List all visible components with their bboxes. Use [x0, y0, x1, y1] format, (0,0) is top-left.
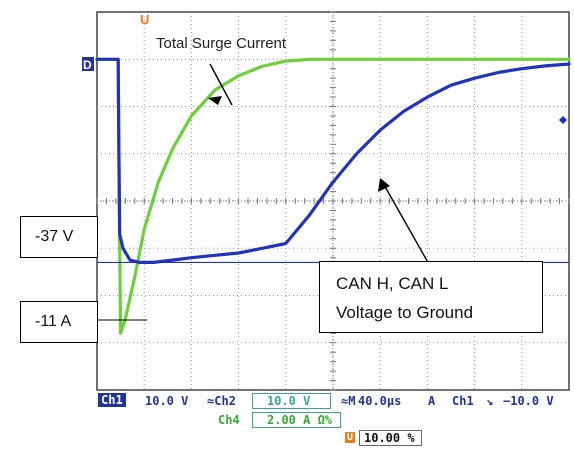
ground-marker: D — [83, 58, 92, 72]
timebase: 40.0µs — [358, 394, 402, 408]
current-label: -11 A — [35, 313, 72, 330]
can-box: CAN H, CAN L Voltage to Ground — [319, 261, 543, 333]
trace-1 — [95, 57, 571, 335]
right-marker-icon — [559, 116, 567, 124]
ground-marker-box — [82, 57, 94, 71]
voltage-box: -37 V — [20, 216, 98, 258]
can-label-line2: Voltage to Ground — [336, 303, 474, 322]
ch1-tag: Ch1 — [98, 393, 126, 407]
acq-mode: A — [428, 394, 436, 408]
ch4-tag: Ch4 — [218, 413, 240, 427]
trigger-position: 10.00 % — [359, 430, 422, 446]
surge-arrow-head — [208, 96, 222, 105]
voltage-label: -37 V — [35, 228, 74, 245]
trigger-channel: Ch1 — [452, 394, 474, 408]
trigger-marker: U — [140, 12, 149, 27]
traces — [95, 57, 571, 335]
trigger-level: −10.0 V — [503, 394, 554, 408]
surge-label: Total Surge Current — [156, 35, 287, 52]
m-symbol: ≈M — [341, 394, 356, 408]
position-marker: U — [345, 432, 356, 443]
current-box: -11 A — [20, 301, 98, 343]
can-label-line1: CAN H, CAN L — [336, 274, 449, 293]
ch2-symbol: ≈Ch2 — [207, 394, 236, 408]
ch1-scale: 10.0 V — [145, 394, 189, 408]
ch2-scale: 10.0 V — [252, 393, 332, 409]
trigger-slope-icon: ↘ — [486, 394, 494, 408]
surge-arrow — [209, 63, 233, 106]
can-arrow — [382, 182, 431, 267]
trace-2 — [95, 57, 571, 264]
can-arrow-head — [378, 178, 390, 192]
ch4-scale: 2.00 A Ω% — [252, 412, 342, 428]
